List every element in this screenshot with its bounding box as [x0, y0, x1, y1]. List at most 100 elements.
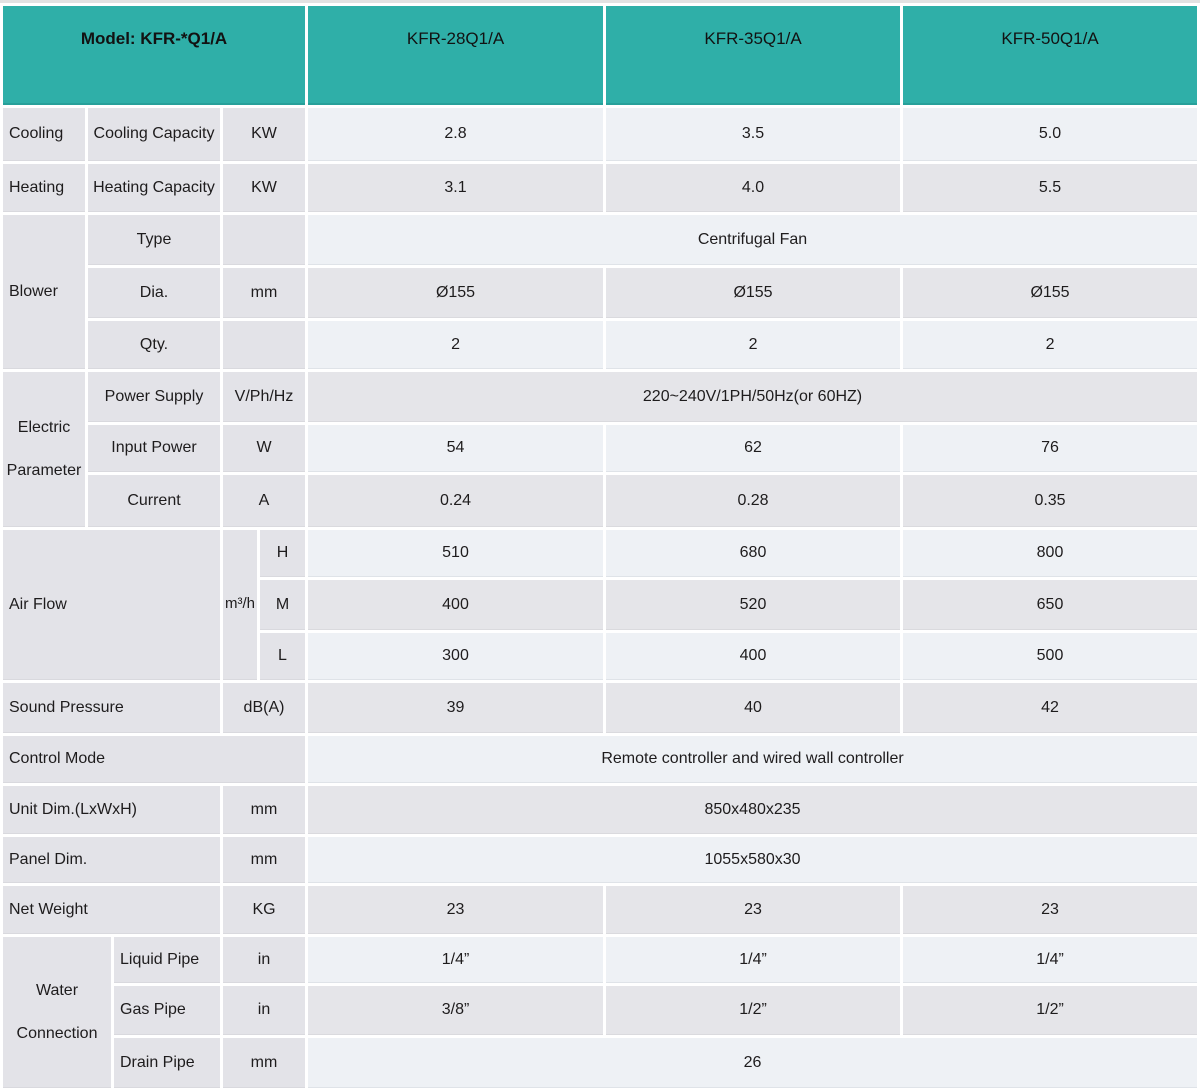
value-cell: 650 — [903, 580, 1198, 630]
unit-cell-in: in — [223, 986, 306, 1035]
row-airflow-low: L 300 400 500 — [3, 633, 1198, 680]
value-cell: 42 — [903, 683, 1198, 733]
group-label-sound-pressure: Sound Pressure — [3, 683, 220, 733]
row-panel-dim: Panel Dim. mm 1055x580x30 — [3, 837, 1198, 883]
unit-cell-kg: KG — [223, 886, 306, 934]
value-cell: 680 — [606, 530, 901, 577]
span-value-drain-pipe: 26 — [308, 1038, 1198, 1088]
row-drain-pipe: Drain Pipe mm 26 — [3, 1038, 1198, 1088]
spec-table: Model: KFR-*Q1/A KFR-28Q1/A KFR-35Q1/A K… — [0, 3, 1200, 1091]
spec-label-type: Type — [88, 215, 220, 265]
header-row: Model: KFR-*Q1/A KFR-28Q1/A KFR-35Q1/A K… — [3, 6, 1198, 105]
header-column-kfr-35: KFR-35Q1/A — [606, 6, 901, 105]
unit-cell-mm: mm — [223, 786, 306, 834]
value-cell: 1/4” — [308, 937, 604, 983]
unit-cell-m3h: m³/h — [223, 530, 257, 680]
value-cell: 2 — [308, 321, 604, 369]
row-input-power: Input Power W 54 62 76 — [3, 425, 1198, 472]
row-current: Current A 0.24 0.28 0.35 — [3, 475, 1198, 527]
row-power-supply: Electric Parameter Power Supply V/Ph/Hz … — [3, 372, 1198, 527]
group-label-air-flow: Air Flow — [3, 530, 220, 680]
spec-label-gas-pipe: Gas Pipe — [114, 986, 220, 1035]
row-gas-pipe: Gas Pipe in 3/8” 1/2” 1/2” — [3, 986, 1198, 1035]
spec-label-dia: Dia. — [88, 268, 220, 318]
unit-cell-v-ph-hz: V/Ph/Hz — [223, 372, 306, 422]
span-value-unit-dim: 850x480x235 — [308, 786, 1198, 834]
value-cell: 4.0 — [606, 164, 901, 212]
spec-label-liquid-pipe: Liquid Pipe — [114, 937, 220, 983]
value-cell: 2 — [903, 321, 1198, 369]
header-column-kfr-28: KFR-28Q1/A — [308, 6, 604, 105]
spec-label-current: Current — [88, 475, 220, 527]
unit-cell-mm: mm — [223, 837, 306, 883]
unit-cell-w: W — [223, 425, 306, 472]
value-cell: 500 — [903, 633, 1198, 680]
value-cell: 40 — [606, 683, 901, 733]
value-cell: 2.8 — [308, 108, 604, 161]
value-cell: 800 — [903, 530, 1198, 577]
value-cell: 400 — [606, 633, 901, 680]
group-label-unit-dim: Unit Dim.(LxWxH) — [3, 786, 220, 834]
span-value-control-mode: Remote controller and wired wall control… — [308, 736, 1198, 783]
span-value-power-supply: 220~240V/1PH/50Hz(or 60HZ) — [308, 372, 1198, 422]
value-cell: 510 — [308, 530, 604, 577]
value-cell: 300 — [308, 633, 604, 680]
group-label-net-weight: Net Weight — [3, 886, 220, 934]
group-label-heating: Heating — [3, 164, 85, 212]
unit-cell-mm: mm — [223, 268, 306, 318]
spec-label-airflow-m: M — [260, 580, 306, 630]
group-label-panel-dim: Panel Dim. — [3, 837, 220, 883]
row-airflow-medium: M 400 520 650 — [3, 580, 1198, 630]
header-column-kfr-50: KFR-50Q1/A — [903, 6, 1198, 105]
value-cell: 23 — [606, 886, 901, 934]
value-cell: Ø155 — [606, 268, 901, 318]
row-control-mode: Control Mode Remote controller and wired… — [3, 736, 1198, 783]
row-cooling-capacity: Cooling Cooling Capacity KW 2.8 3.5 5.0 — [3, 108, 1198, 161]
spec-label-input-power: Input Power — [88, 425, 220, 472]
row-heating-capacity: Heating Heating Capacity KW 3.1 4.0 5.5 — [3, 164, 1198, 212]
span-value-fan-type: Centrifugal Fan — [308, 215, 1198, 265]
unit-cell-empty — [223, 215, 306, 265]
unit-cell-dba: dB(A) — [223, 683, 306, 733]
row-blower-type: Blower Type Centrifugal Fan — [3, 215, 1198, 369]
unit-cell-empty — [223, 321, 306, 369]
unit-cell-a: A — [223, 475, 306, 527]
value-cell: 2 — [606, 321, 901, 369]
unit-cell-kw: KW — [223, 108, 306, 161]
row-sound-pressure: Sound Pressure dB(A) 39 40 42 — [3, 683, 1198, 733]
row-net-weight: Net Weight KG 23 23 23 — [3, 886, 1198, 934]
value-cell: 5.0 — [903, 108, 1198, 161]
value-cell: 5.5 — [903, 164, 1198, 212]
value-cell: 520 — [606, 580, 901, 630]
value-cell: 3/8” — [308, 986, 604, 1035]
span-value-panel-dim: 1055x580x30 — [308, 837, 1198, 883]
row-airflow-high: Air Flow m³/h H 510 680 800 — [3, 530, 1198, 680]
value-cell: 62 — [606, 425, 901, 472]
value-cell: 400 — [308, 580, 604, 630]
group-label-water-connection: Water Connection — [3, 937, 111, 1088]
value-cell: 39 — [308, 683, 604, 733]
value-cell: 3.1 — [308, 164, 604, 212]
value-cell: 1/2” — [903, 986, 1198, 1035]
spec-label-heating-capacity: Heating Capacity — [88, 164, 220, 212]
group-label-control-mode: Control Mode — [3, 736, 306, 783]
value-cell: 23 — [308, 886, 604, 934]
unit-cell-mm: mm — [223, 1038, 306, 1088]
group-label-cooling: Cooling — [3, 108, 85, 161]
spec-label-airflow-l: L — [260, 633, 306, 680]
unit-cell-in: in — [223, 937, 306, 983]
group-label-electric-parameter: Electric Parameter — [3, 372, 85, 527]
header-model-title: Model: KFR-*Q1/A — [3, 6, 306, 105]
spec-label-power-supply: Power Supply — [88, 372, 220, 422]
unit-cell-kw: KW — [223, 164, 306, 212]
row-blower-dia: Dia. mm Ø155 Ø155 Ø155 — [3, 268, 1198, 318]
value-cell: 0.35 — [903, 475, 1198, 527]
spec-label-cooling-capacity: Cooling Capacity — [88, 108, 220, 161]
row-unit-dim: Unit Dim.(LxWxH) mm 850x480x235 — [3, 786, 1198, 834]
value-cell: 1/4” — [606, 937, 901, 983]
value-cell: 76 — [903, 425, 1198, 472]
value-cell: 1/4” — [903, 937, 1198, 983]
value-cell: 0.24 — [308, 475, 604, 527]
value-cell: 1/2” — [606, 986, 901, 1035]
spec-label-qty: Qty. — [88, 321, 220, 369]
